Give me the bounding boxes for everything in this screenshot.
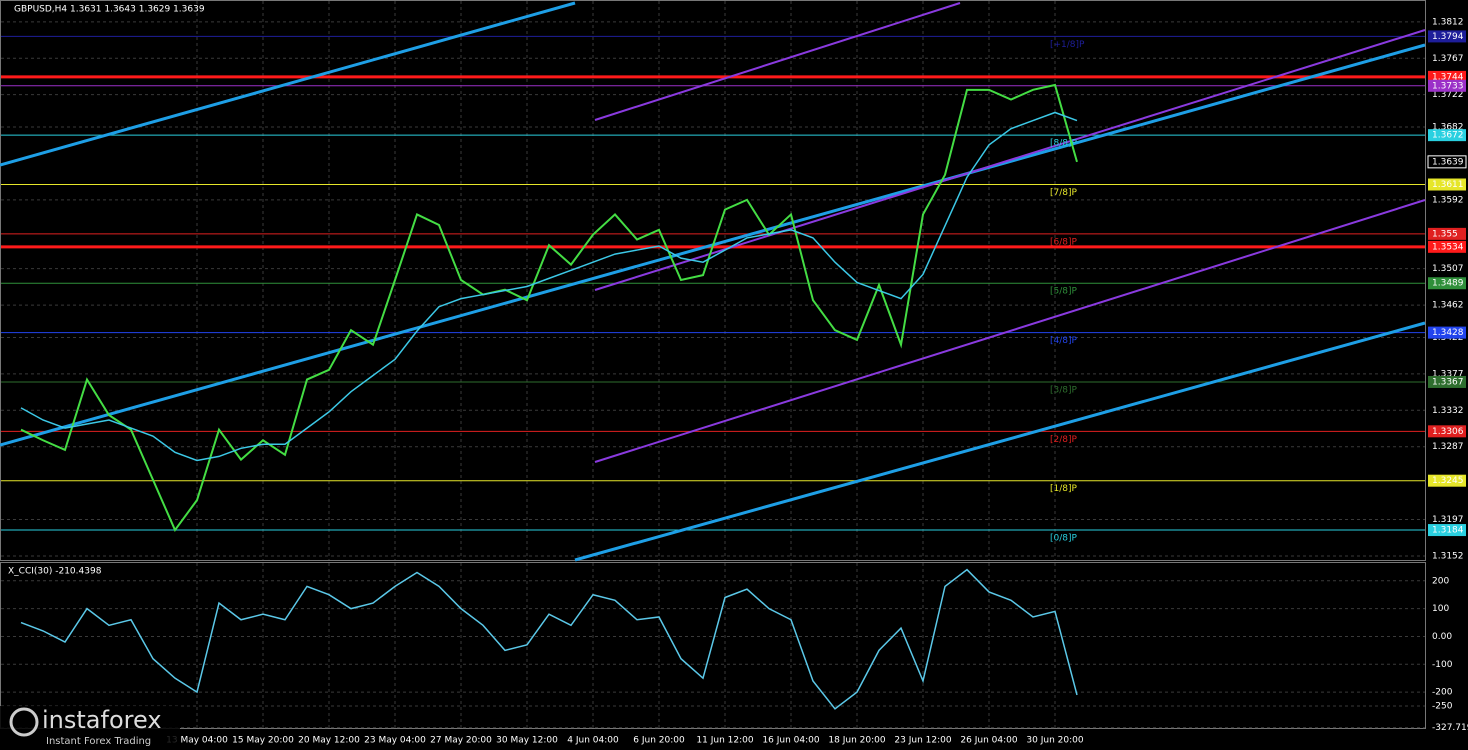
y-tick-label: 1.3767 [1432, 54, 1464, 64]
x-tick-label: 6 Jun 20:00 [633, 736, 685, 746]
y-tick-label: 1.3592 [1432, 195, 1464, 205]
logo-box [0, 706, 180, 750]
level-label: [4/8]P [1050, 336, 1078, 346]
level-value: 1.3489 [1432, 279, 1464, 289]
channel-line [594, 2, 961, 121]
y-tick-label: 100 [1432, 604, 1449, 614]
x-tick-label: 16 Jun 04:00 [762, 736, 819, 746]
x-tick-label: 20 May 12:00 [298, 736, 360, 746]
last-price: 1.3639 [1432, 157, 1464, 167]
y-tick-label: 1.3197 [1432, 515, 1464, 525]
x-tick-label: 30 May 12:00 [496, 736, 558, 746]
level-value: 1.3744 [1432, 72, 1464, 82]
series-line [20, 83, 1078, 533]
level-value: 1.3428 [1432, 328, 1464, 338]
level-label: [6/8]P [1050, 237, 1078, 247]
x-tick-label: 13 May 04:00 [166, 736, 228, 746]
level-label: [3/8]P [1050, 385, 1078, 395]
level-box [1428, 79, 1466, 92]
level-box [1428, 277, 1466, 290]
logo-brand: instaforex [42, 706, 162, 734]
level-label: [1/8]P [1050, 484, 1078, 494]
chart-title: GBPUSD,H4 1.3631 1.3643 1.3629 1.3639 [14, 5, 205, 15]
channel-line [594, 29, 1426, 291]
level-label: [2/8]P [1050, 435, 1078, 445]
y-tick-label: -250 [1432, 702, 1453, 712]
y-tick-label: 1.3682 [1432, 123, 1464, 133]
y-tick-label: 1.3332 [1432, 406, 1464, 416]
level-box [1428, 129, 1466, 142]
x-tick-label: 27 May 20:00 [430, 736, 492, 746]
logo-tagline: Instant Forex Trading [46, 736, 151, 747]
y-tick-label: 1.3812 [1432, 17, 1464, 27]
x-tick-label: 26 Jun 04:00 [960, 736, 1017, 746]
y-tick-label: -100 [1432, 660, 1453, 670]
x-tick-label: 30 Jun 20:00 [1026, 736, 1083, 746]
x-tick-label: 4 Jun 04:00 [567, 736, 619, 746]
channel-line [594, 199, 1426, 463]
y-tick-label: -327.719 [1432, 723, 1468, 733]
level-box [1428, 524, 1466, 537]
level-value: 1.3245 [1432, 476, 1464, 486]
x-tick-label: 23 Jun 12:00 [894, 736, 951, 746]
level-value: 1.3306 [1432, 427, 1464, 437]
level-value: 1.3367 [1432, 377, 1464, 387]
x-tick-label: 15 May 20:00 [232, 736, 294, 746]
level-box [1428, 375, 1466, 388]
level-label: [5/8]P [1050, 287, 1078, 297]
level-box [1428, 240, 1466, 253]
last-price-box [1427, 155, 1467, 169]
x-tick-label: 23 May 04:00 [364, 736, 426, 746]
level-value: 1.3184 [1432, 526, 1464, 536]
level-label: [7/8]P [1050, 188, 1078, 198]
level-value: 1.355 [1432, 229, 1458, 239]
series-line [20, 111, 1078, 462]
level-box [1428, 178, 1466, 191]
y-tick-label: 0.00 [1432, 632, 1452, 642]
y-tick-label: 1.3722 [1432, 90, 1464, 100]
x-tick-label: 18 Jun 20:00 [828, 736, 885, 746]
trend-lines [0, 1, 1426, 562]
y-tick-label: 1.3152 [1432, 551, 1464, 561]
y-tick-label: 200 [1432, 576, 1449, 586]
level-value: 1.3534 [1432, 242, 1464, 252]
level-box [1428, 30, 1466, 43]
level-box [1428, 326, 1466, 339]
level-label: [0/8]P [1050, 534, 1078, 544]
x-tick-label: 11 Jun 12:00 [696, 736, 753, 746]
y-tick-label: 1.3287 [1432, 442, 1464, 452]
level-label: [+1/8]P [1050, 40, 1085, 50]
level-value: 1.3733 [1432, 81, 1464, 91]
level-label: [8/8]P [1050, 139, 1078, 149]
level-value: 1.3611 [1432, 180, 1464, 190]
indicator-title: X_CCI(30) -210.4398 [8, 567, 102, 577]
level-box [1428, 474, 1466, 487]
y-tick-label: -200 [1432, 688, 1453, 698]
y-tick-label: 1.3462 [1432, 301, 1464, 311]
level-value: 1.3794 [1432, 32, 1464, 42]
main-frame [0, 0, 1426, 561]
cci-frame [0, 562, 1426, 729]
y-tick-label: 1.3507 [1432, 264, 1464, 274]
channel-line [0, 1, 576, 167]
y-tick-label: 1.3377 [1432, 369, 1464, 379]
series-line [20, 568, 1078, 710]
level-box [1428, 227, 1466, 240]
channel-line [574, 321, 1426, 562]
level-value: 1.3672 [1432, 131, 1464, 141]
logo-icon [9, 707, 39, 737]
level-box [1428, 425, 1466, 438]
